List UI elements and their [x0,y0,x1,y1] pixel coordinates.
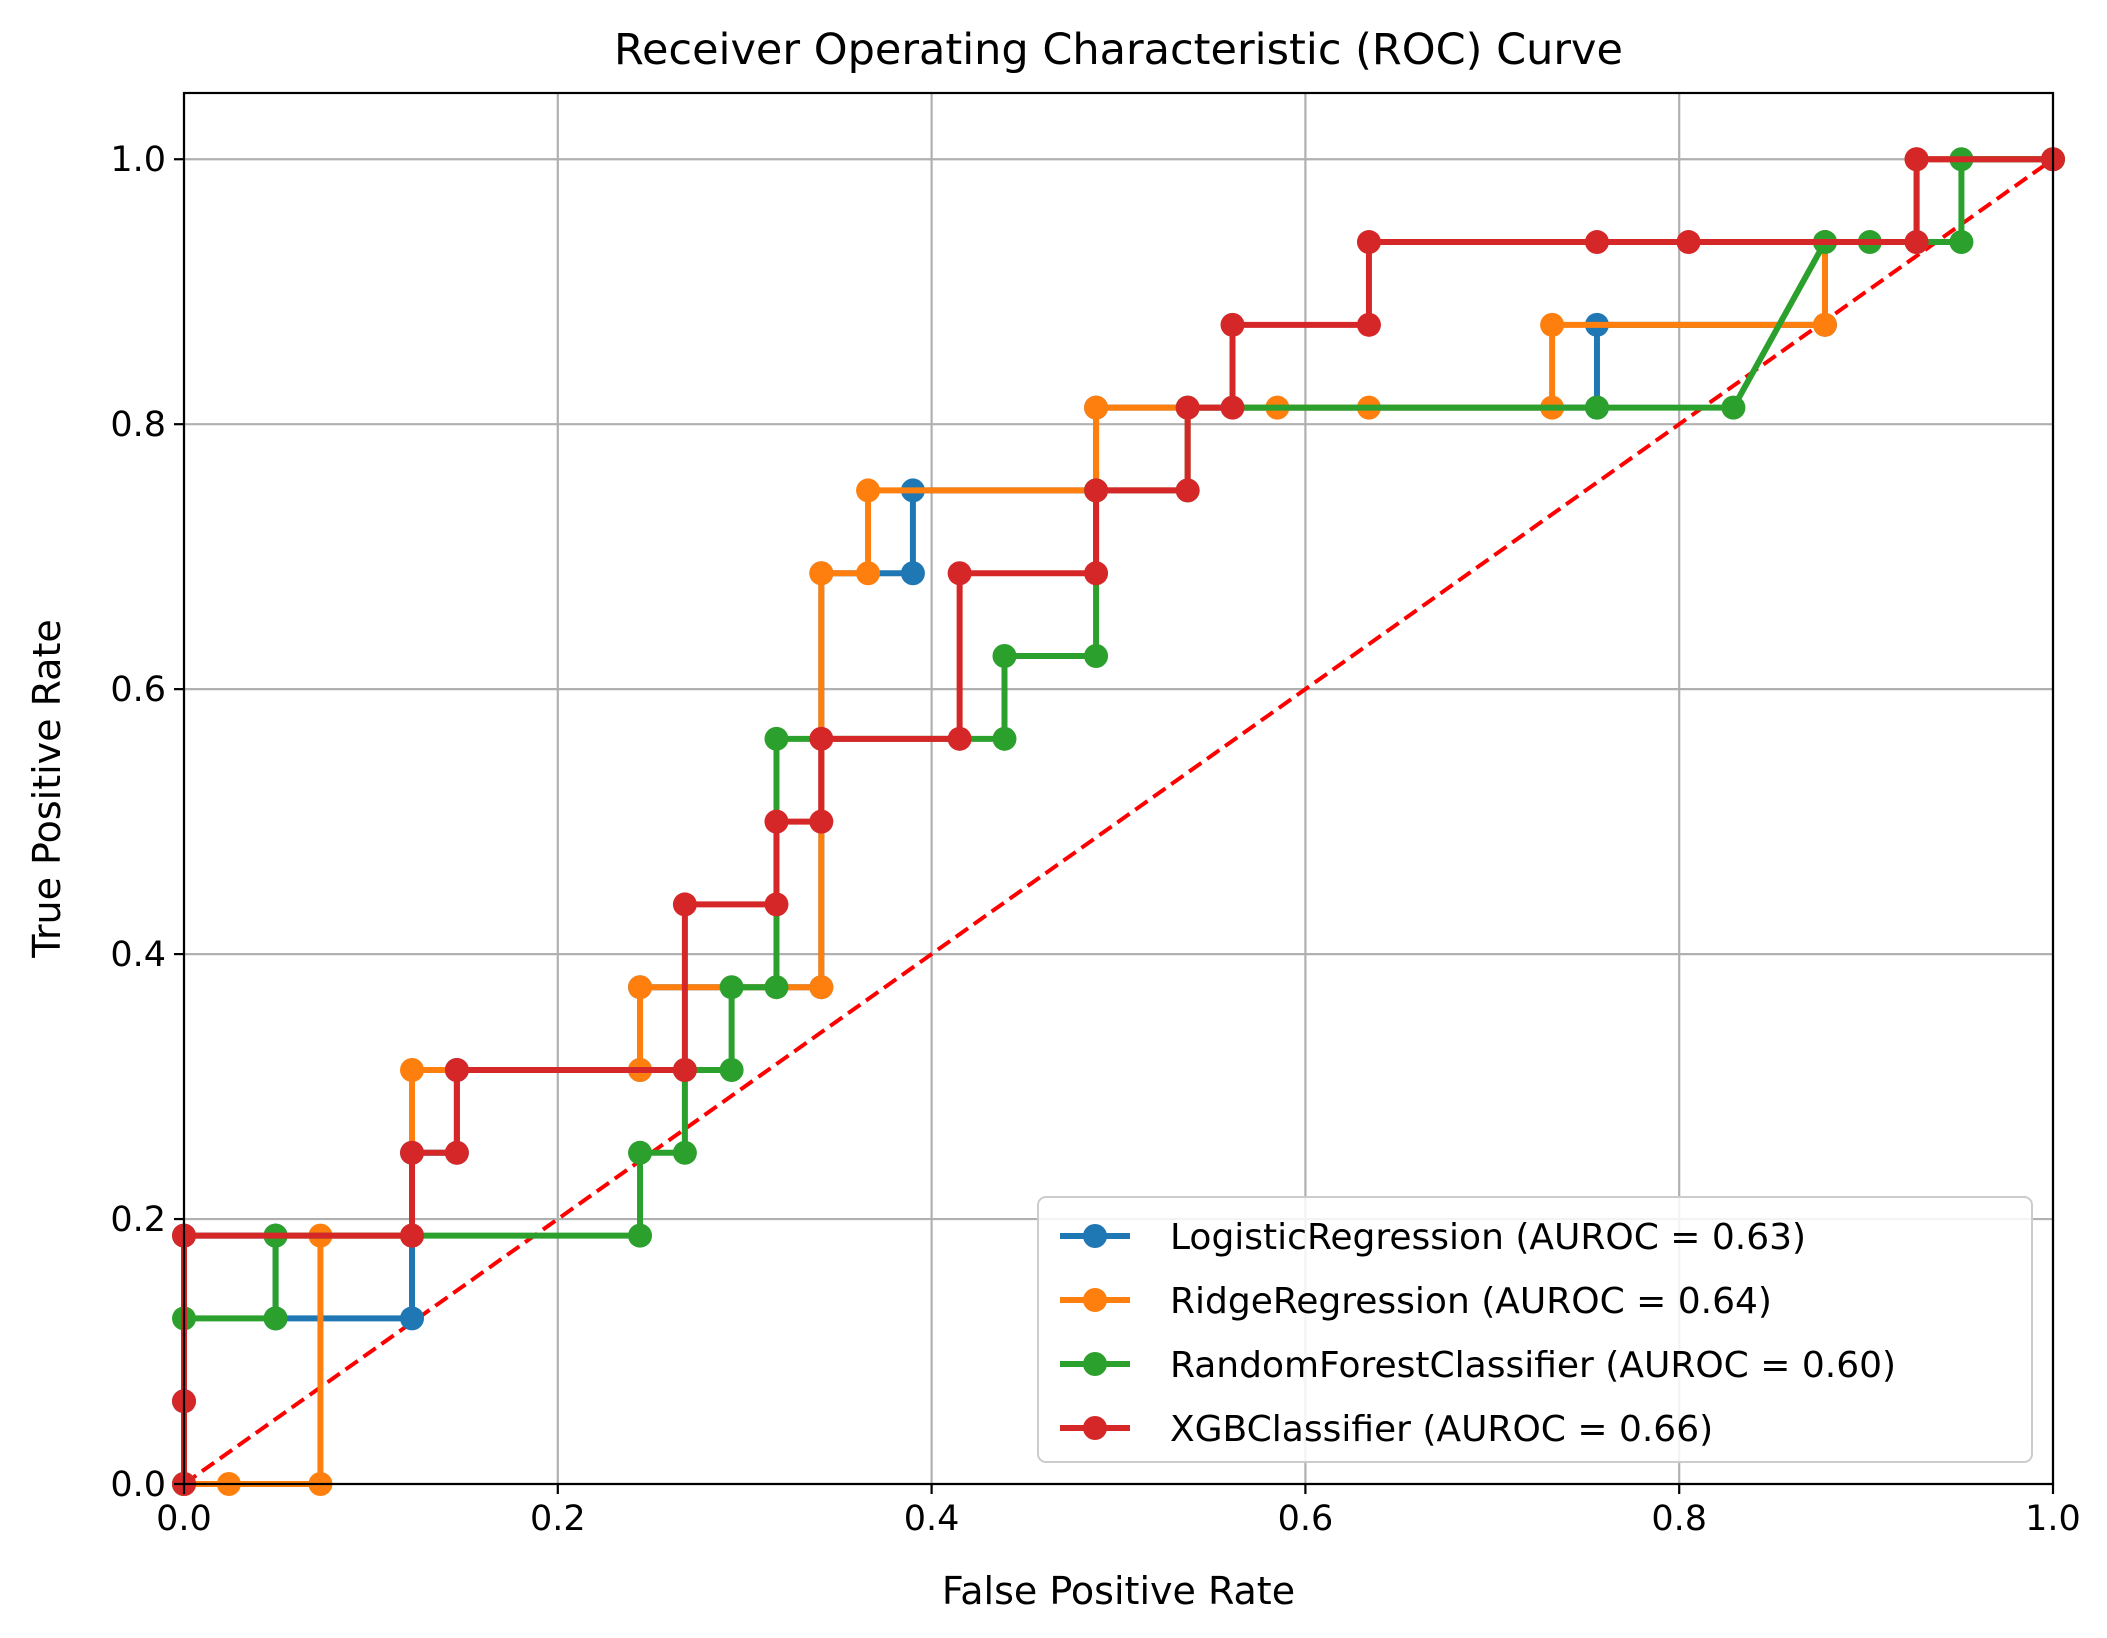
data-point [444,1140,469,1165]
data-point [628,1223,653,1248]
data-point [1356,230,1381,255]
data-point [1084,478,1109,503]
data-point [809,561,834,586]
data-point [1584,395,1609,420]
x-tick-label: 0.2 [530,1499,586,1539]
grid-lines [182,93,2055,1486]
data-point [1904,230,1929,255]
data-point [1175,395,1200,420]
data-point [856,478,881,503]
y-tick-label: 0.6 [110,670,166,710]
data-point [764,975,789,1000]
legend-swatch-marker [1083,1352,1107,1376]
data-point [672,1058,697,1083]
legend-label: LogisticRegression (AUROC = 0.63) [1170,1217,1806,1258]
legend-entry: XGBClassifier (AUROC = 0.66) [1060,1409,1713,1450]
legend-entry: RandomForestClassifier (AUROC = 0.60) [1060,1345,1896,1386]
y-tick-label: 0.8 [110,405,166,445]
x-tick-label: 0.0 [156,1499,212,1539]
data-point [400,1306,425,1331]
data-point [1175,478,1200,503]
data-point [1676,230,1701,255]
x-tick-label: 0.8 [1651,1499,1707,1539]
data-point [764,726,789,751]
y-tick-label: 1.0 [110,140,166,180]
data-point [764,892,789,917]
legend-swatch-marker [1083,1224,1107,1248]
data-point [1084,561,1109,586]
data-point [400,1058,425,1083]
data-point [672,1140,697,1165]
legend-label: XGBClassifier (AUROC = 0.66) [1170,1409,1713,1450]
data-point [809,726,834,751]
y-axis-label: True Positive Rate [25,619,69,959]
x-tick-label: 0.4 [904,1499,960,1539]
data-point [672,892,697,917]
data-point [1904,147,1929,172]
legend-label: RandomForestClassifier (AUROC = 0.60) [1170,1345,1896,1386]
data-point [992,726,1017,751]
data-point [444,1058,469,1083]
data-point [947,726,972,751]
data-point [1084,644,1109,669]
legend-label: RidgeRegression (AUROC = 0.64) [1170,1281,1772,1322]
legend-swatch-marker [1083,1416,1107,1440]
x-tick-label: 0.6 [1278,1499,1334,1539]
legend: LogisticRegression (AUROC = 0.63) RidgeRe… [1037,1196,2033,1463]
series-3 [172,147,2065,1496]
legend-swatch-marker [1083,1288,1107,1312]
chance-diagonal-line [182,157,2055,1486]
series-line [181,156,2053,1484]
data-point [947,561,972,586]
data-point [1949,230,1974,255]
plot-frame [182,91,2055,1486]
data-point [628,1140,653,1165]
legend-box [1037,1196,2033,1463]
data-point [719,975,744,1000]
data-point [856,561,881,586]
axis-ticks: 0.0 0.2 0.4 0.6 0.8 1.0 0.0 0.2 0.4 0.6 0.8 1.0 [110,140,2081,1539]
data-point [1084,395,1109,420]
data-point [263,1306,288,1331]
data-point [1540,312,1565,337]
data-point [1812,312,1837,337]
data-point [1220,312,1245,337]
data-point [1584,230,1609,255]
data-point [992,644,1017,669]
data-point [1721,395,1746,420]
data-point [764,809,789,834]
y-tick-label: 0.0 [110,1465,166,1505]
x-axis-label: False Positive Rate [942,1569,1295,1613]
legend-entry: RidgeRegression (AUROC = 0.64) [1060,1281,1772,1322]
data-point [628,975,653,1000]
chart-title: Receiver Operating Characteristic (ROC) … [614,25,1623,75]
data-point [719,1058,744,1083]
legend-entry: LogisticRegression (AUROC = 0.63) [1060,1217,1806,1258]
reference-line [182,157,2055,1486]
data-point [809,809,834,834]
data-point [809,975,834,1000]
data-point [400,1140,425,1165]
y-tick-label: 0.4 [110,935,166,975]
data-point [400,1223,425,1248]
series-group [172,147,2065,1496]
data-point [1220,395,1245,420]
data-point [900,561,925,586]
y-tick-label: 0.2 [110,1200,166,1240]
data-point [1356,312,1381,337]
x-tick-label: 1.0 [2025,1499,2081,1539]
